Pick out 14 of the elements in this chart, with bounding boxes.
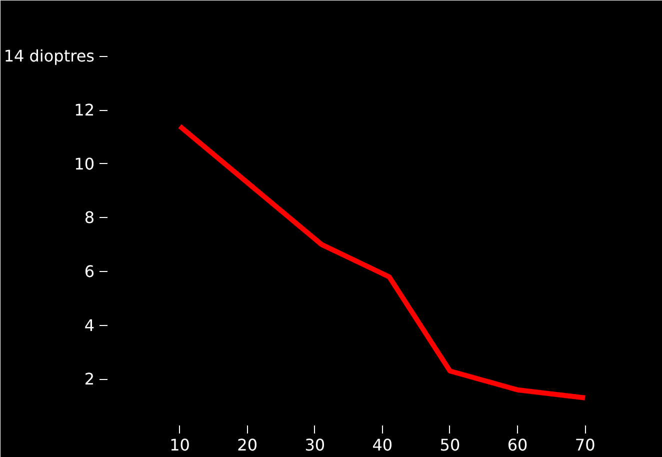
x-tick-label: 40 bbox=[372, 436, 393, 454]
x-tick-label: 10 bbox=[170, 436, 190, 454]
y-tick-label: 2 bbox=[84, 370, 95, 389]
x-tick-label: 70 bbox=[574, 436, 596, 454]
y-tick-label: 14 dioptres bbox=[4, 46, 94, 66]
y-tick-label: 8 bbox=[84, 208, 95, 228]
y-tick-label: 6 bbox=[84, 262, 95, 281]
x-tick-label: 50 bbox=[440, 436, 460, 454]
x-tick-label: 60 bbox=[507, 436, 528, 454]
x-tick-label: 30 bbox=[304, 436, 326, 454]
y-tick-label: 12 bbox=[74, 100, 94, 120]
y-tick-label: 4 bbox=[84, 316, 95, 335]
y-tick-label: 10 bbox=[74, 154, 94, 174]
x-tick-label: 20 bbox=[237, 436, 258, 454]
